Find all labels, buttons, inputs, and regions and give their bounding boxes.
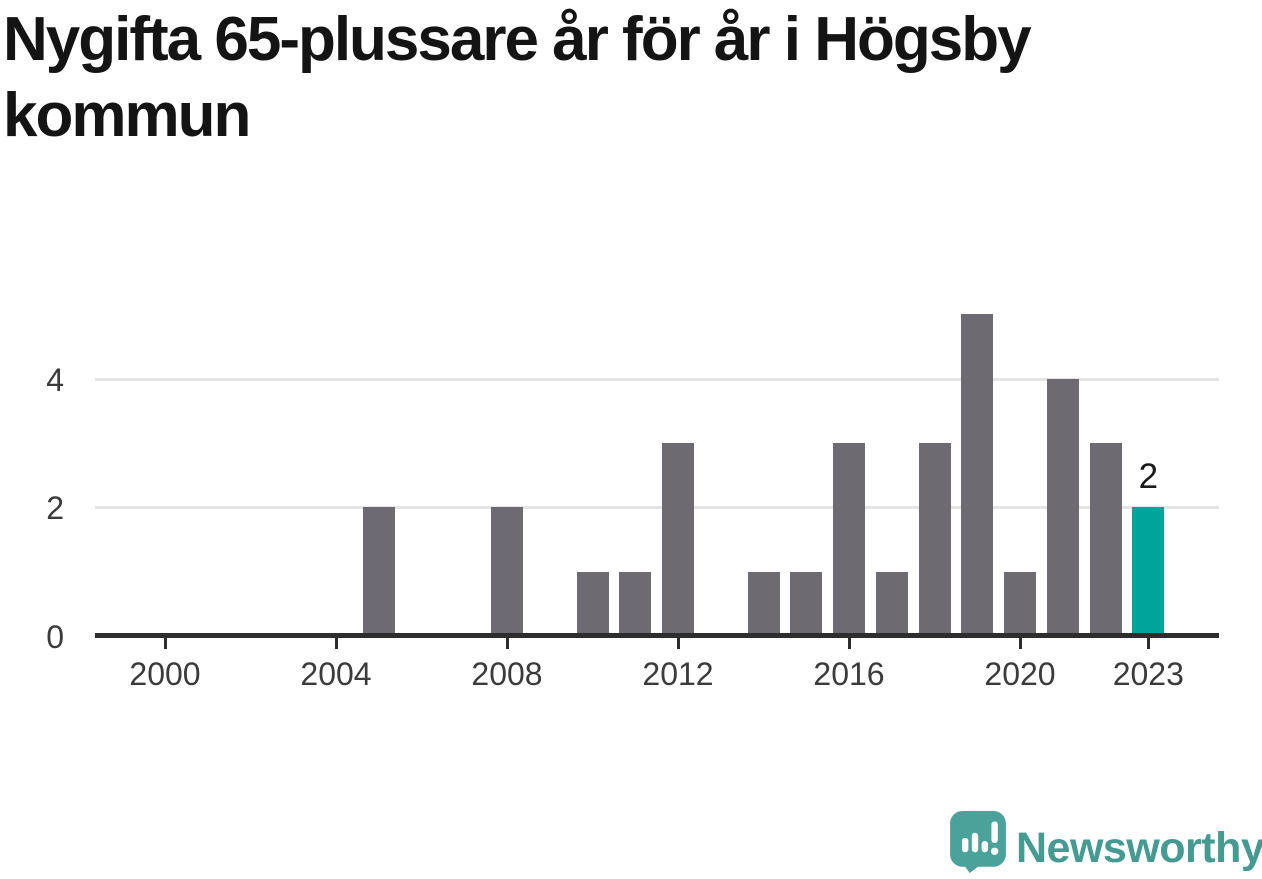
y-axis-label: 0: [46, 619, 64, 655]
gridline-y2: [95, 506, 1219, 509]
bar-2015: [790, 572, 823, 636]
bar-2010: [576, 572, 609, 636]
bar-2005: [362, 507, 395, 636]
chart-title-line1: Nygifta 65-plussare år för år i Högsby: [3, 5, 1032, 74]
x-axis-label: 2000: [129, 656, 201, 692]
y-axis-label: 2: [46, 490, 64, 526]
bar-2011: [619, 572, 652, 636]
bar-2014: [747, 572, 780, 636]
chart-title-line2: kommun: [3, 81, 251, 150]
bar-2020: [1004, 572, 1036, 636]
chart-title: Nygifta 65-plussare år för år i Högsby k…: [3, 2, 1259, 154]
x-axis-tick: [676, 638, 680, 649]
bar-2018: [918, 443, 951, 636]
y-axis-label: 4: [46, 362, 64, 398]
bar-2023: [1132, 507, 1165, 636]
x-axis-tick: [334, 638, 338, 649]
bar-2021: [1046, 379, 1079, 636]
newsworthy-logo: Newsworthy: [950, 811, 1262, 873]
x-axis-label: 2012: [642, 656, 714, 692]
bar-2012: [662, 443, 694, 636]
bar-2008: [491, 507, 523, 636]
bar-2017: [875, 572, 908, 636]
x-axis-line: [95, 633, 1219, 638]
x-axis-label: 2004: [300, 656, 372, 692]
x-axis-tick: [505, 638, 509, 649]
x-axis-label: 2020: [984, 656, 1056, 692]
bar-2019: [961, 314, 994, 636]
x-axis-label: 2008: [471, 656, 543, 692]
bar-2016: [833, 443, 865, 636]
newsworthy-wordmark: Newsworthy: [1016, 824, 1262, 872]
x-axis-tick: [163, 638, 167, 649]
x-axis-label: 2016: [813, 656, 885, 692]
x-axis-tick: [847, 638, 851, 649]
highlight-bar-value-label: 2: [1138, 457, 1159, 497]
x-axis-label: 2023: [1112, 656, 1184, 692]
x-axis-tick: [1146, 638, 1150, 649]
speech-bubble-bar-chart-exclamation-icon: [950, 811, 1006, 873]
bar-2022: [1089, 443, 1122, 636]
x-axis-tick: [1018, 638, 1022, 649]
gridline-y4: [95, 378, 1219, 381]
